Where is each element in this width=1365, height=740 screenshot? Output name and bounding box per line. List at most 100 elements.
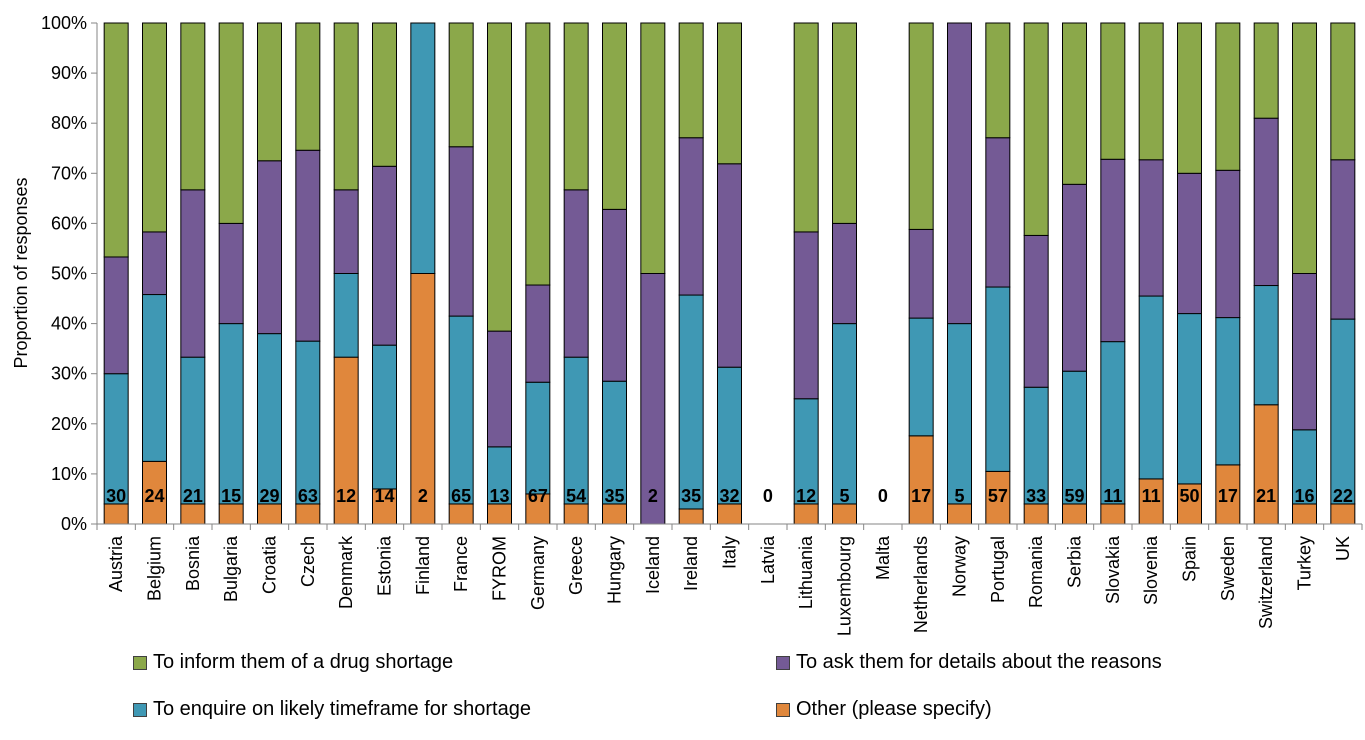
bar-segment [218,222,244,325]
sample-size-label: 21 [1256,486,1276,506]
bar-segment [678,137,704,296]
sample-size-label: 32 [719,486,739,506]
bar-segment [372,165,397,346]
bar-segment [908,228,934,319]
x-category-label: Romania [1026,535,1046,608]
bar-segment [563,356,589,505]
sample-size-label: 35 [681,486,701,506]
bar-segment [1062,503,1087,525]
bar-segment [142,294,167,462]
bar-segment [218,323,244,505]
legend-item-ask-details[interactable]: To ask them for details about the reason… [776,651,1162,674]
bar-segment [295,503,321,525]
x-category-label: Greece [566,536,586,595]
bar-segment [717,163,742,368]
sample-size-label: 12 [796,486,816,506]
bar-segment [793,231,819,400]
sample-size-label: 5 [839,486,849,506]
n-labels: 30 24 21 15 29 63 12 14 2 65 13 67 54 35 2 35 32 0 12 5 0 17 5… [106,486,1353,506]
legend-swatch [776,702,790,717]
legend-item-other[interactable]: Other (please specify) [776,698,992,721]
bar-segment [1100,158,1126,343]
y-tick-label: 50% [51,264,87,284]
y-tick-label: 70% [51,163,87,183]
bar-segment [333,22,359,191]
bar-segment [1062,22,1087,185]
bar-segment [180,503,206,525]
legend-item-inform[interactable]: To inform them of a drug shortage [133,651,453,674]
bar-segment [1330,159,1356,320]
x-category-label: Czech [298,536,318,587]
x-category-label: Norway [950,536,970,597]
bar-segment [142,231,167,296]
bar-segment [103,373,129,505]
bar-segment [257,160,282,335]
x-category-label: Slovenia [1141,535,1161,605]
y-tick-label: 20% [51,414,87,434]
sample-size-label: 35 [604,486,624,506]
bar-segment [1023,234,1049,388]
bar-segment [372,344,397,490]
bar-segment [487,446,512,505]
x-category-label: Belgium [145,536,165,601]
x-category-label: Serbia [1065,535,1085,588]
bar-segment [985,137,1011,288]
bar-segment [525,284,551,383]
y-tick-label: 0% [61,514,87,534]
bar-segment [563,503,589,525]
x-category-label: Malta [873,535,893,580]
bar-segment [678,508,704,525]
legend-swatch [133,655,147,670]
bar-segment [1138,22,1164,161]
sample-size-label: 59 [1064,486,1084,506]
legend-label: To inform them of a drug shortage [153,651,454,673]
sample-size-label: 0 [878,486,888,506]
bar-segment [487,22,512,332]
bar-segment [793,22,819,233]
bar-segment [142,460,167,525]
sample-size-label: 0 [763,486,773,506]
bar-segment [1177,313,1202,485]
bar-segment [908,22,934,230]
sample-size-label: 16 [1294,486,1314,506]
bar-segment [640,22,666,274]
bar-segment [563,22,589,191]
bar-segment [985,470,1011,525]
sample-size-label: 50 [1179,486,1199,506]
legend-item-timeframe[interactable]: To enquire on likely timeframe for short… [133,698,531,721]
sample-size-label: 12 [336,486,356,506]
bar-segment [985,22,1011,139]
bar-segment [1292,22,1317,274]
y-axis: 0% 10% 20% 30% 40% 50% 60% 70% 80% 90% 100% [41,13,98,534]
bar-segment [947,323,972,505]
y-tick-label: 40% [51,314,87,334]
bar-segment [832,22,857,224]
bar-segment [1253,22,1279,119]
sample-size-label: 11 [1103,486,1122,506]
x-category-label: Hungary [605,536,625,604]
bar-segment [525,381,551,495]
x-category-label: Portugal [988,536,1008,603]
bar-segment [1062,183,1087,372]
bar-segment [103,503,129,525]
x-category-label: Croatia [260,535,280,594]
bar-segment [257,22,282,162]
sample-size-label: 17 [1218,486,1238,506]
sample-size-label: 2 [648,486,658,506]
bar-segment [602,22,627,210]
bar-segment [678,294,704,510]
x-category-label: Italy [720,536,740,569]
bar-segment [1215,169,1241,319]
sample-size-label: 15 [221,486,241,506]
x-category-label: Sweden [1218,536,1238,601]
sample-size-label: 14 [374,486,394,506]
bar-segment [103,22,129,258]
bar-segment [448,146,474,317]
bar-segment [487,503,512,525]
bar-segment [1330,22,1356,161]
x-category-label: France [451,536,471,592]
x-category-label: Latvia [758,535,778,584]
bar-segment [410,22,436,274]
bar-segment [333,273,359,358]
